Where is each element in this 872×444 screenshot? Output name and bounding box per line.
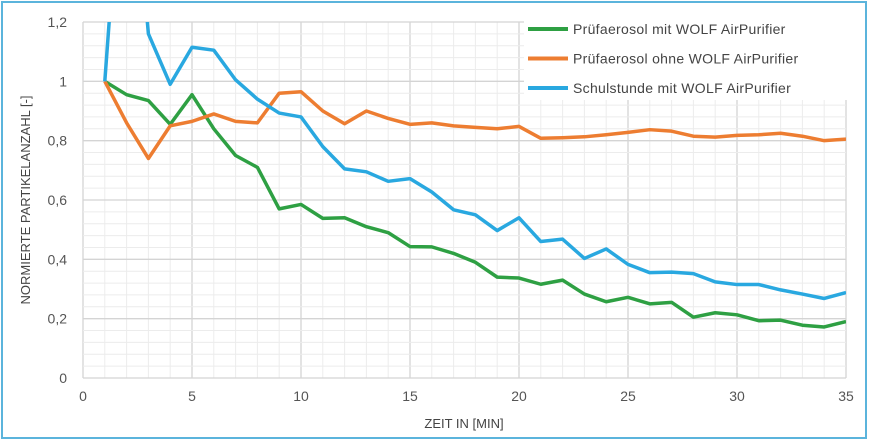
tick-labels: 0 5 10 15 20 25 30 35 0 0,2 0,4 0,6 0,8 1 1,2 [48,14,854,404]
series-line [103,80,846,161]
legend: Prüfaerosol mit WOLF AirPurifier Prüfaero… [524,12,850,100]
y-tick-label: 0,2 [48,311,68,327]
y-tick-label: 0 [59,370,67,386]
x-tick-label: 30 [729,388,745,404]
x-tick-label: 0 [79,388,87,404]
legend-label: Prüfaerosol mit WOLF AirPurifier [573,21,786,37]
legend-background [524,12,850,100]
y-tick-label: 0,4 [48,251,68,267]
chart-frame [1,1,867,439]
series-line [103,79,846,329]
x-tick-label: 20 [511,388,527,404]
grid [82,21,847,379]
x-tick-label: 25 [620,388,636,404]
y-axis-label: NORMIERTE PARTIKELANZAHL [-] [18,95,33,304]
legend-label: Prüfaerosol ohne WOLF AirPurifier [573,51,798,67]
y-tick-label: 0,8 [48,133,68,149]
x-tick-label: 15 [402,388,418,404]
y-tick-label: 1,2 [48,14,68,30]
series-line [103,22,846,301]
legend-label: Schulstunde mit WOLF AirPurifier [573,80,791,96]
x-tick-label: 5 [188,388,196,404]
x-tick-label: 35 [838,388,854,404]
y-tick-label: 1 [59,73,67,89]
y-tick-label: 0,6 [48,192,68,208]
series-lines [103,22,846,329]
x-axis-label: ZEIT IN [MIN] [424,416,503,431]
x-tick-label: 10 [293,388,309,404]
